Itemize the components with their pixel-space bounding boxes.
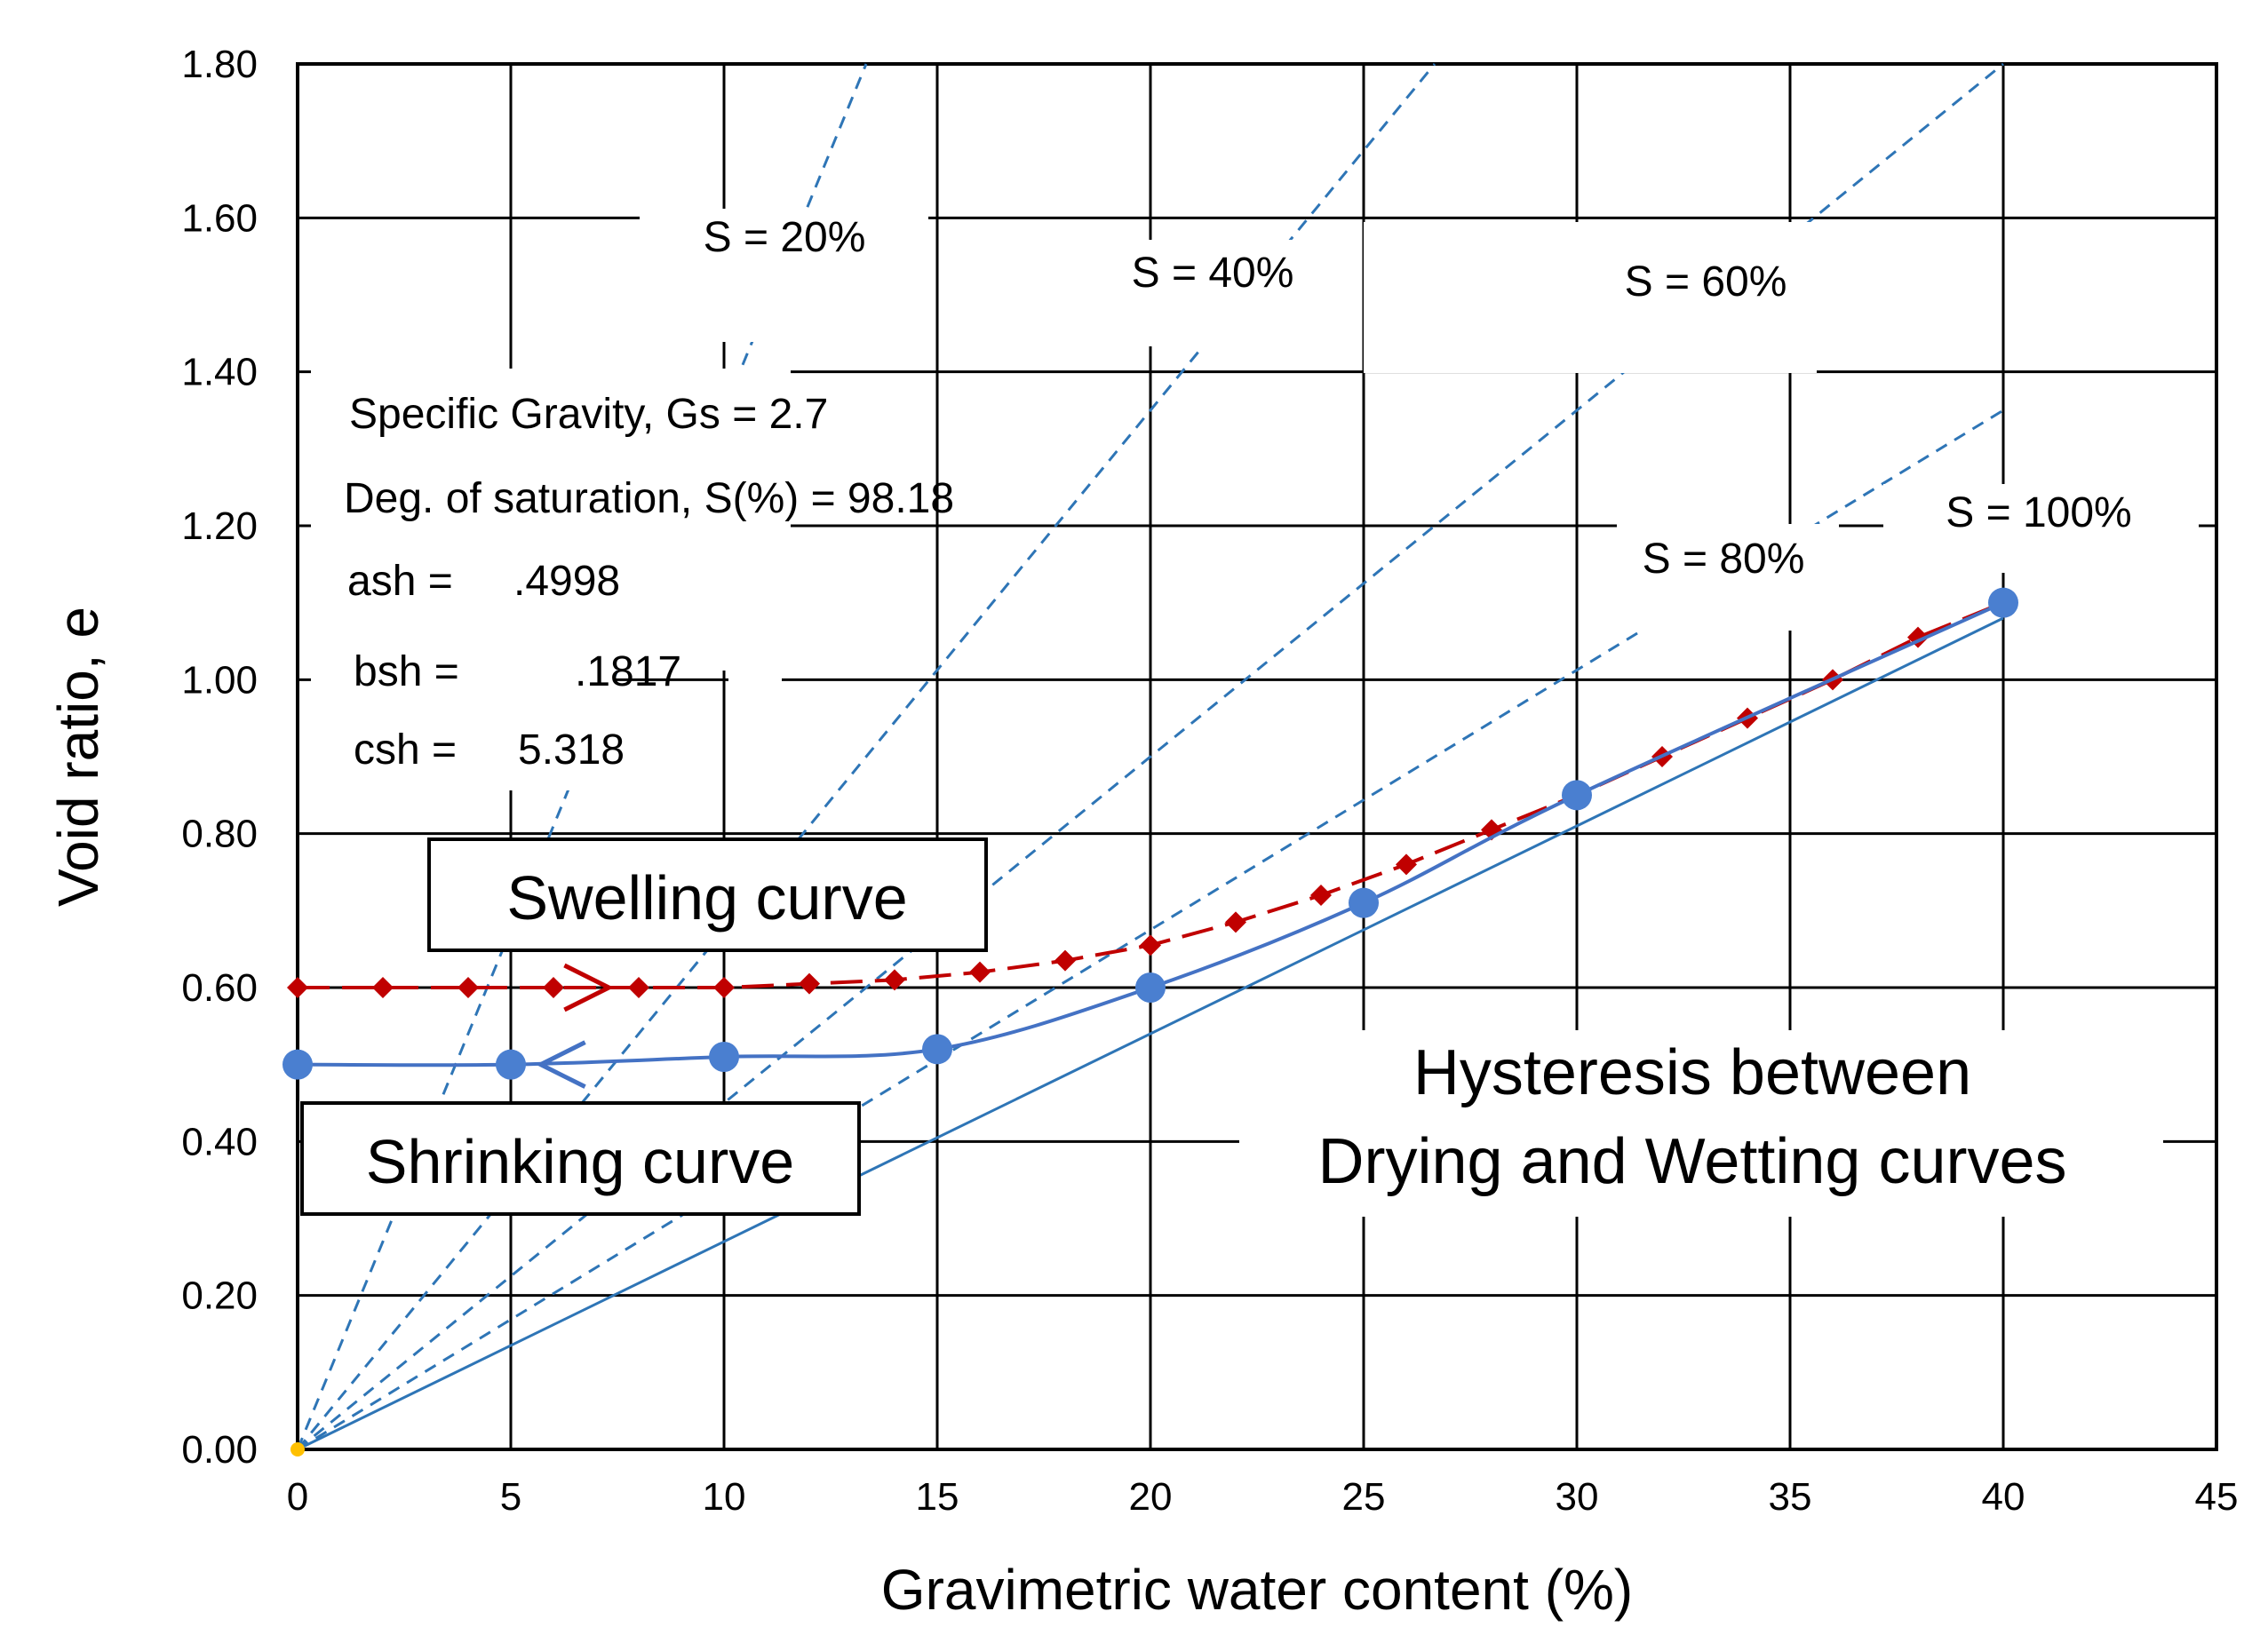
x-tick-label: 40 — [1982, 1475, 2025, 1519]
param-ash-value: .4998 — [513, 558, 620, 605]
series-layer — [283, 587, 2018, 1456]
swelling-point — [1054, 949, 1076, 972]
label-bg-s80 — [1617, 524, 1839, 631]
y-tick-label: 1.40 — [181, 351, 258, 394]
s100-label: S = 100% — [1946, 489, 2131, 536]
swelling-point — [372, 977, 394, 998]
swelling-label: Swelling curve — [506, 863, 907, 933]
swelling-point — [1140, 934, 1161, 956]
x-tick-label: 35 — [1769, 1475, 1812, 1519]
hysteresis-line1: Hysteresis between — [1413, 1037, 1971, 1108]
shrinking-point — [1988, 587, 2018, 618]
shrinking-arrow — [536, 1040, 586, 1089]
saturation-line — [297, 62, 2004, 1451]
label-bg-s20 — [640, 209, 928, 342]
s80-label: S = 80% — [1643, 536, 1805, 583]
x-tick-label: 15 — [916, 1475, 959, 1519]
param-bsh-value: .1817 — [575, 648, 681, 695]
shrinking-point — [1349, 887, 1379, 918]
param-gs: Specific Gravity, Gs = 2.7 — [349, 391, 828, 438]
plot-frame — [296, 62, 2218, 1451]
swelling-point — [543, 977, 564, 998]
y-tick-label: 0.80 — [181, 813, 258, 856]
label-bg-s100 — [1883, 484, 2199, 573]
shrinking-point — [1135, 972, 1166, 1003]
param-ash-label: ash = — [347, 558, 453, 605]
x-tick-label: 5 — [500, 1475, 521, 1519]
params-bg-a — [311, 369, 791, 671]
param-bsh-label: bsh = — [354, 648, 459, 695]
swelling-point — [969, 961, 991, 983]
y-tick-label: 1.20 — [181, 504, 258, 548]
y-tick-label: 0.20 — [181, 1274, 258, 1318]
shrinking-point — [496, 1049, 526, 1080]
swelling-point — [884, 969, 905, 991]
y-tick-label: 0.40 — [181, 1120, 258, 1163]
shrinking-point — [922, 1034, 952, 1065]
swelling-point — [1396, 853, 1417, 876]
label-backgrounds — [311, 209, 2199, 1217]
x-tick-label: 20 — [1129, 1475, 1173, 1519]
shrinking-label-box — [300, 1101, 861, 1216]
shrinking-point — [1562, 780, 1592, 811]
param-saturation: Deg. of saturation, S(%) = 98.18 — [344, 475, 954, 522]
swelling-point — [799, 972, 820, 995]
shrinking-point — [709, 1042, 739, 1072]
y-axis-title: Void ratio, e — [46, 607, 110, 907]
swelling-arrow — [563, 963, 614, 1012]
param-csh-label: csh = — [354, 726, 457, 774]
x-tick-label: 30 — [1556, 1475, 1599, 1519]
x-tick-label: 0 — [287, 1475, 308, 1519]
shrinking-point — [283, 1049, 313, 1080]
label-bg-s60 — [1364, 222, 1817, 373]
shrinking-label: Shrinking curve — [366, 1127, 794, 1196]
y-tick-label: 1.00 — [181, 658, 258, 702]
swelling-point — [458, 977, 479, 998]
y-tick-label: 1.80 — [181, 43, 258, 86]
swelling-label-box — [427, 837, 988, 952]
s60-label: S = 60% — [1625, 258, 1787, 306]
x-tick-label: 25 — [1342, 1475, 1386, 1519]
swelling-point — [1310, 885, 1332, 906]
swelling-point — [1225, 911, 1246, 933]
param-csh-value: 5.318 — [518, 726, 625, 774]
label-bg-s40 — [1066, 240, 1359, 346]
x-tick-label: 10 — [703, 1475, 746, 1519]
y-tick-label: 1.60 — [181, 196, 258, 240]
saturation-line — [297, 616, 2004, 1451]
s20-label: S = 20% — [704, 214, 866, 261]
hysteresis-line2: Drying and Wetting curves — [1317, 1126, 2066, 1197]
swelling-point — [713, 977, 735, 998]
hysteresis-bg — [1239, 1030, 2163, 1217]
s40-label: S = 40% — [1132, 250, 1294, 297]
params-bg-b — [311, 657, 613, 790]
origin-point — [290, 1442, 305, 1456]
annotation-layer: S = 20% S = 40% S = 60% S = 80% S = 100% Spec… — [300, 214, 2132, 1216]
swelling-point — [628, 977, 649, 998]
x-tick-label: 45 — [2195, 1475, 2239, 1519]
swelling-point — [287, 977, 308, 998]
ticks-layer: 0 5 10 15 20 25 30 35 40 45 0.00 0.20 0.40 0.60 0.80 1.… — [181, 43, 2238, 1519]
y-tick-label: 0.60 — [181, 966, 258, 1010]
y-tick-label: 0.00 — [181, 1428, 258, 1472]
shrinking-curve-line — [297, 600, 2004, 1068]
x-axis-title: Gravimetric water content (%) — [881, 1558, 1633, 1622]
params-bg-c — [728, 657, 782, 710]
